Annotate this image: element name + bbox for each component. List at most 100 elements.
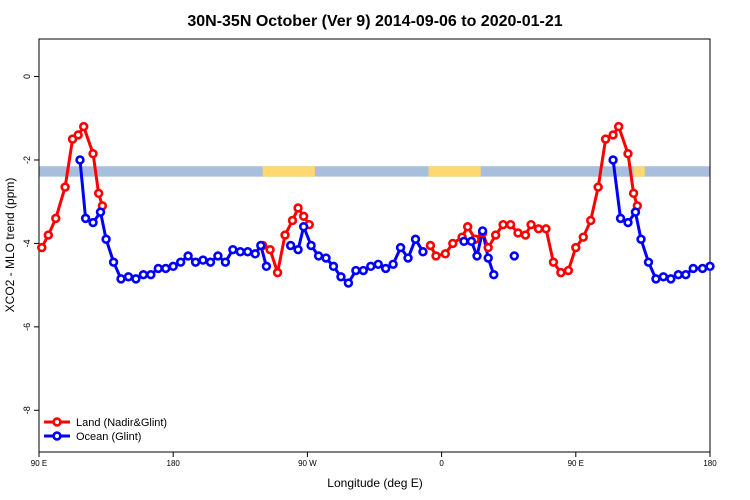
ocean-data-point — [630, 207, 641, 217]
ocean-data-point — [651, 274, 661, 284]
y-tick-label: -6 — [22, 323, 32, 331]
ocean-data-point — [123, 272, 134, 282]
x-axis-label: Longitude (deg E) — [327, 476, 422, 490]
land-data-point — [548, 257, 559, 267]
land-data-point — [462, 222, 473, 232]
ocean-data-point — [336, 272, 346, 282]
x-tick-label: 180 — [703, 459, 717, 468]
y-tick-label: -4 — [22, 239, 32, 247]
ocean-data-point — [261, 261, 272, 272]
land-data-point — [93, 188, 104, 199]
ocean-data-point — [509, 251, 519, 261]
ocean-data-point — [388, 259, 398, 269]
ocean-data-point — [313, 251, 324, 261]
land-data-point — [571, 242, 581, 253]
land-data-point — [563, 265, 574, 276]
land-data-point — [556, 267, 566, 278]
ocean-data-point — [395, 242, 406, 253]
ocean-data-point — [138, 270, 149, 280]
ocean-data-point — [466, 236, 477, 247]
legend-ocean-label: Ocean (Glint) — [76, 431, 141, 443]
ocean-data-point — [298, 222, 309, 232]
ocean-data-point — [153, 263, 163, 274]
land-data-point — [265, 244, 275, 255]
ocean-data-point — [358, 265, 369, 276]
land-data-point — [593, 182, 603, 192]
land-band-segment — [262, 166, 315, 177]
x-tick-label: 90 E — [568, 459, 584, 468]
land-data-point — [440, 249, 451, 259]
x-tick-label: 90 W — [298, 459, 317, 468]
legend: Land (Nadir&Glint) Ocean (Glint) — [44, 417, 167, 443]
x-tick-label: 180 — [167, 459, 181, 468]
ocean-data-point — [168, 261, 178, 272]
ocean-band — [39, 166, 710, 177]
legend-land-marker — [52, 417, 62, 427]
legend-land-label: Land (Nadir&Glint) — [76, 417, 167, 429]
x-tick-label: 90 E — [31, 459, 47, 468]
land-data-point — [448, 238, 458, 249]
land-data-point — [541, 224, 551, 234]
land-data-point — [505, 219, 516, 230]
land-band-segment — [428, 166, 481, 177]
land-data-point — [578, 232, 588, 242]
legend-ocean-marker — [52, 431, 62, 441]
ocean-data-point — [623, 217, 633, 228]
ocean-data-point — [220, 257, 231, 267]
ocean-data-point — [688, 263, 698, 274]
ocean-data-point — [80, 213, 91, 224]
ocean-data-point — [75, 155, 85, 165]
land-data-point — [425, 240, 436, 251]
ocean-data-point — [403, 253, 413, 263]
land-data-point — [613, 121, 624, 132]
ocean-data-point — [373, 259, 383, 269]
land-data-point — [600, 134, 611, 144]
ocean-series-line — [78, 159, 268, 281]
land-data-point — [51, 213, 61, 224]
ocean-data-point — [472, 251, 482, 261]
ocean-data-point — [243, 247, 253, 257]
ocean-data-point — [235, 247, 246, 257]
ocean-data-point — [306, 240, 316, 251]
ocean-data-point — [410, 234, 421, 244]
chart-title: 30N-35N October (Ver 9) 2014-09-06 to 20… — [187, 13, 562, 30]
ocean-data-point — [697, 263, 708, 274]
ocean-data-point — [183, 251, 193, 261]
land-data-point — [43, 230, 54, 240]
land-data-point — [88, 149, 98, 159]
series-points — [37, 121, 715, 288]
ocean-data-point — [608, 155, 618, 165]
y-axis-label: XCO2 - MLO trend (ppm) — [3, 178, 17, 313]
y-axis: 0 -2 -4 -6 -8 — [22, 74, 39, 414]
ocean-data-point — [643, 257, 654, 267]
ocean-data-point — [673, 270, 684, 280]
land-data-point — [526, 219, 536, 230]
ocean-data-point — [146, 270, 156, 280]
series-lines — [40, 125, 711, 285]
x-axis: 90 E 180 90 W 0 90 E 180 — [31, 452, 717, 468]
ocean-data-point — [101, 234, 111, 244]
ocean-data-point — [681, 270, 691, 280]
ocean-data-point — [250, 249, 260, 259]
ocean-data-point — [95, 207, 106, 217]
ocean-data-point — [459, 236, 469, 247]
land-data-point — [498, 219, 508, 230]
land-data-point — [586, 215, 596, 226]
ocean-data-point — [256, 240, 266, 251]
plot-frame — [38, 38, 711, 453]
ocean-data-point — [489, 270, 499, 280]
land-data-point — [60, 182, 70, 192]
ocean-data-point — [477, 226, 488, 236]
ocean-data-point — [190, 257, 201, 267]
ocean-data-point — [636, 234, 646, 244]
land-data-point — [520, 230, 531, 240]
land-data-point — [533, 224, 544, 234]
ocean-data-point — [380, 263, 391, 274]
land-series-line — [429, 125, 639, 275]
land-data-point — [280, 230, 290, 240]
ocean-data-point — [666, 274, 676, 284]
ocean-data-point — [213, 251, 223, 261]
land-data-point — [79, 121, 89, 132]
ocean-data-point — [351, 265, 361, 276]
